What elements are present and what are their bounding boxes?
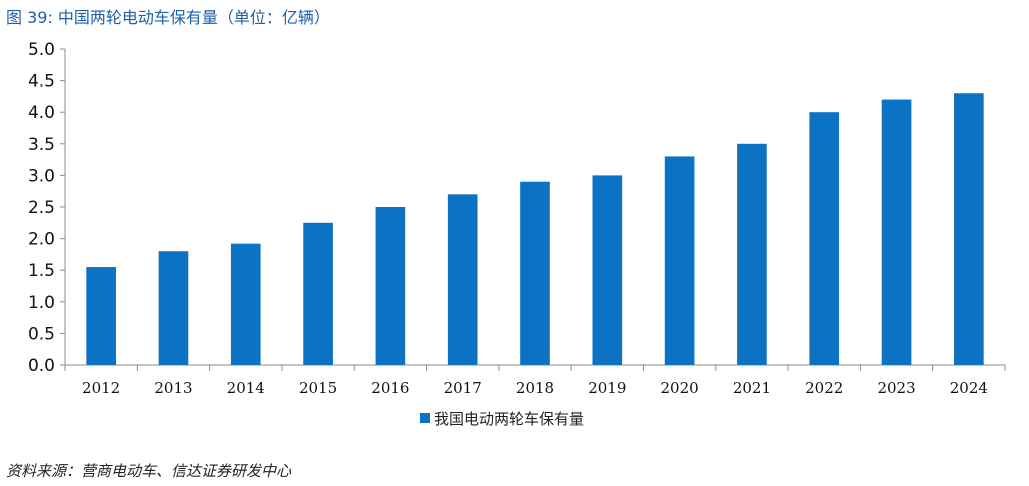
x-tick-label: 2024 [950, 379, 988, 397]
x-tick-label: 2013 [154, 379, 192, 397]
x-tick-label: 2020 [661, 379, 699, 397]
source-note: 资料来源：营商电动车、信达证券研发中心 [6, 462, 292, 480]
x-tick-label: 2023 [877, 379, 915, 397]
bar [737, 143, 767, 365]
bar [230, 243, 261, 365]
y-tick-label: 2.0 [28, 230, 55, 250]
y-tick-label: 1.5 [28, 261, 55, 281]
figure-title: 图 39: 中国两轮电动车保有量（单位：亿辆） [6, 8, 330, 27]
bar [809, 112, 840, 365]
x-tick-label: 2019 [588, 379, 626, 397]
y-tick-label: 0.5 [28, 324, 55, 344]
y-tick-label: 5.0 [28, 40, 55, 60]
x-tick-label: 2021 [733, 379, 771, 397]
x-tick-label: 2017 [444, 379, 482, 397]
legend-label: 我国电动两轮车保有量 [434, 410, 584, 428]
x-tick-label: 2018 [516, 379, 554, 397]
bar [954, 93, 984, 366]
y-tick-label: 0.0 [28, 356, 55, 376]
bar [375, 207, 406, 365]
legend: 我国电动两轮车保有量 [420, 410, 584, 428]
x-axis: 2012 2013 2014 2015 2016 2017 2018 2019 2020 2021… [64, 364, 1006, 397]
y-tick-label: 4.5 [28, 72, 55, 92]
bar [303, 222, 333, 365]
bar [447, 194, 478, 365]
y-tick-label: 3.5 [28, 135, 55, 155]
bar-series [86, 93, 984, 366]
bar [592, 175, 623, 365]
x-tick-label: 2016 [371, 379, 409, 397]
legend-swatch [420, 413, 430, 423]
x-tick-label: 2015 [299, 379, 337, 397]
y-tick-label: 1.0 [28, 293, 55, 313]
bar [881, 99, 912, 365]
y-tick-label: 3.0 [28, 166, 55, 186]
x-tick-label: 2012 [82, 379, 120, 397]
x-tick-label: 2022 [805, 379, 843, 397]
bar [158, 251, 189, 365]
bar [664, 156, 695, 365]
bar [520, 181, 550, 365]
y-axis: 0.0 0.5 1.0 1.5 2.0 2.5 3.0 3.5 4.0 4.5 5.0 [28, 40, 66, 376]
y-tick-label: 2.5 [28, 198, 55, 218]
x-tick-label: 2014 [227, 379, 265, 397]
y-tick-label: 4.0 [28, 103, 55, 123]
bar [86, 267, 116, 365]
